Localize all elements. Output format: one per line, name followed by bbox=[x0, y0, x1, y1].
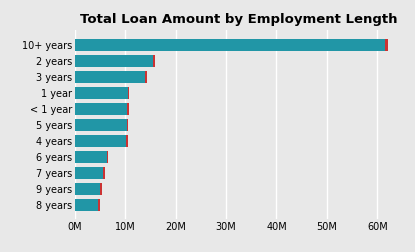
Bar bbox=[75, 39, 385, 51]
Bar bbox=[75, 87, 129, 99]
Bar bbox=[75, 119, 127, 131]
Bar bbox=[75, 55, 153, 67]
Bar bbox=[75, 151, 107, 163]
Bar bbox=[75, 103, 127, 115]
Bar bbox=[75, 55, 155, 67]
Bar bbox=[75, 103, 129, 115]
Bar bbox=[75, 183, 100, 195]
Bar bbox=[75, 183, 102, 195]
Bar bbox=[75, 135, 126, 147]
Bar bbox=[75, 135, 128, 147]
Bar bbox=[75, 71, 147, 83]
Title: Total Loan Amount by Employment Length: Total Loan Amount by Employment Length bbox=[80, 13, 398, 26]
Bar bbox=[75, 167, 103, 179]
Bar bbox=[75, 119, 128, 131]
Bar bbox=[75, 151, 108, 163]
Bar bbox=[75, 87, 128, 99]
Bar bbox=[75, 167, 105, 179]
Bar bbox=[75, 71, 145, 83]
Bar bbox=[75, 39, 388, 51]
Bar bbox=[75, 199, 98, 211]
Bar bbox=[75, 199, 100, 211]
